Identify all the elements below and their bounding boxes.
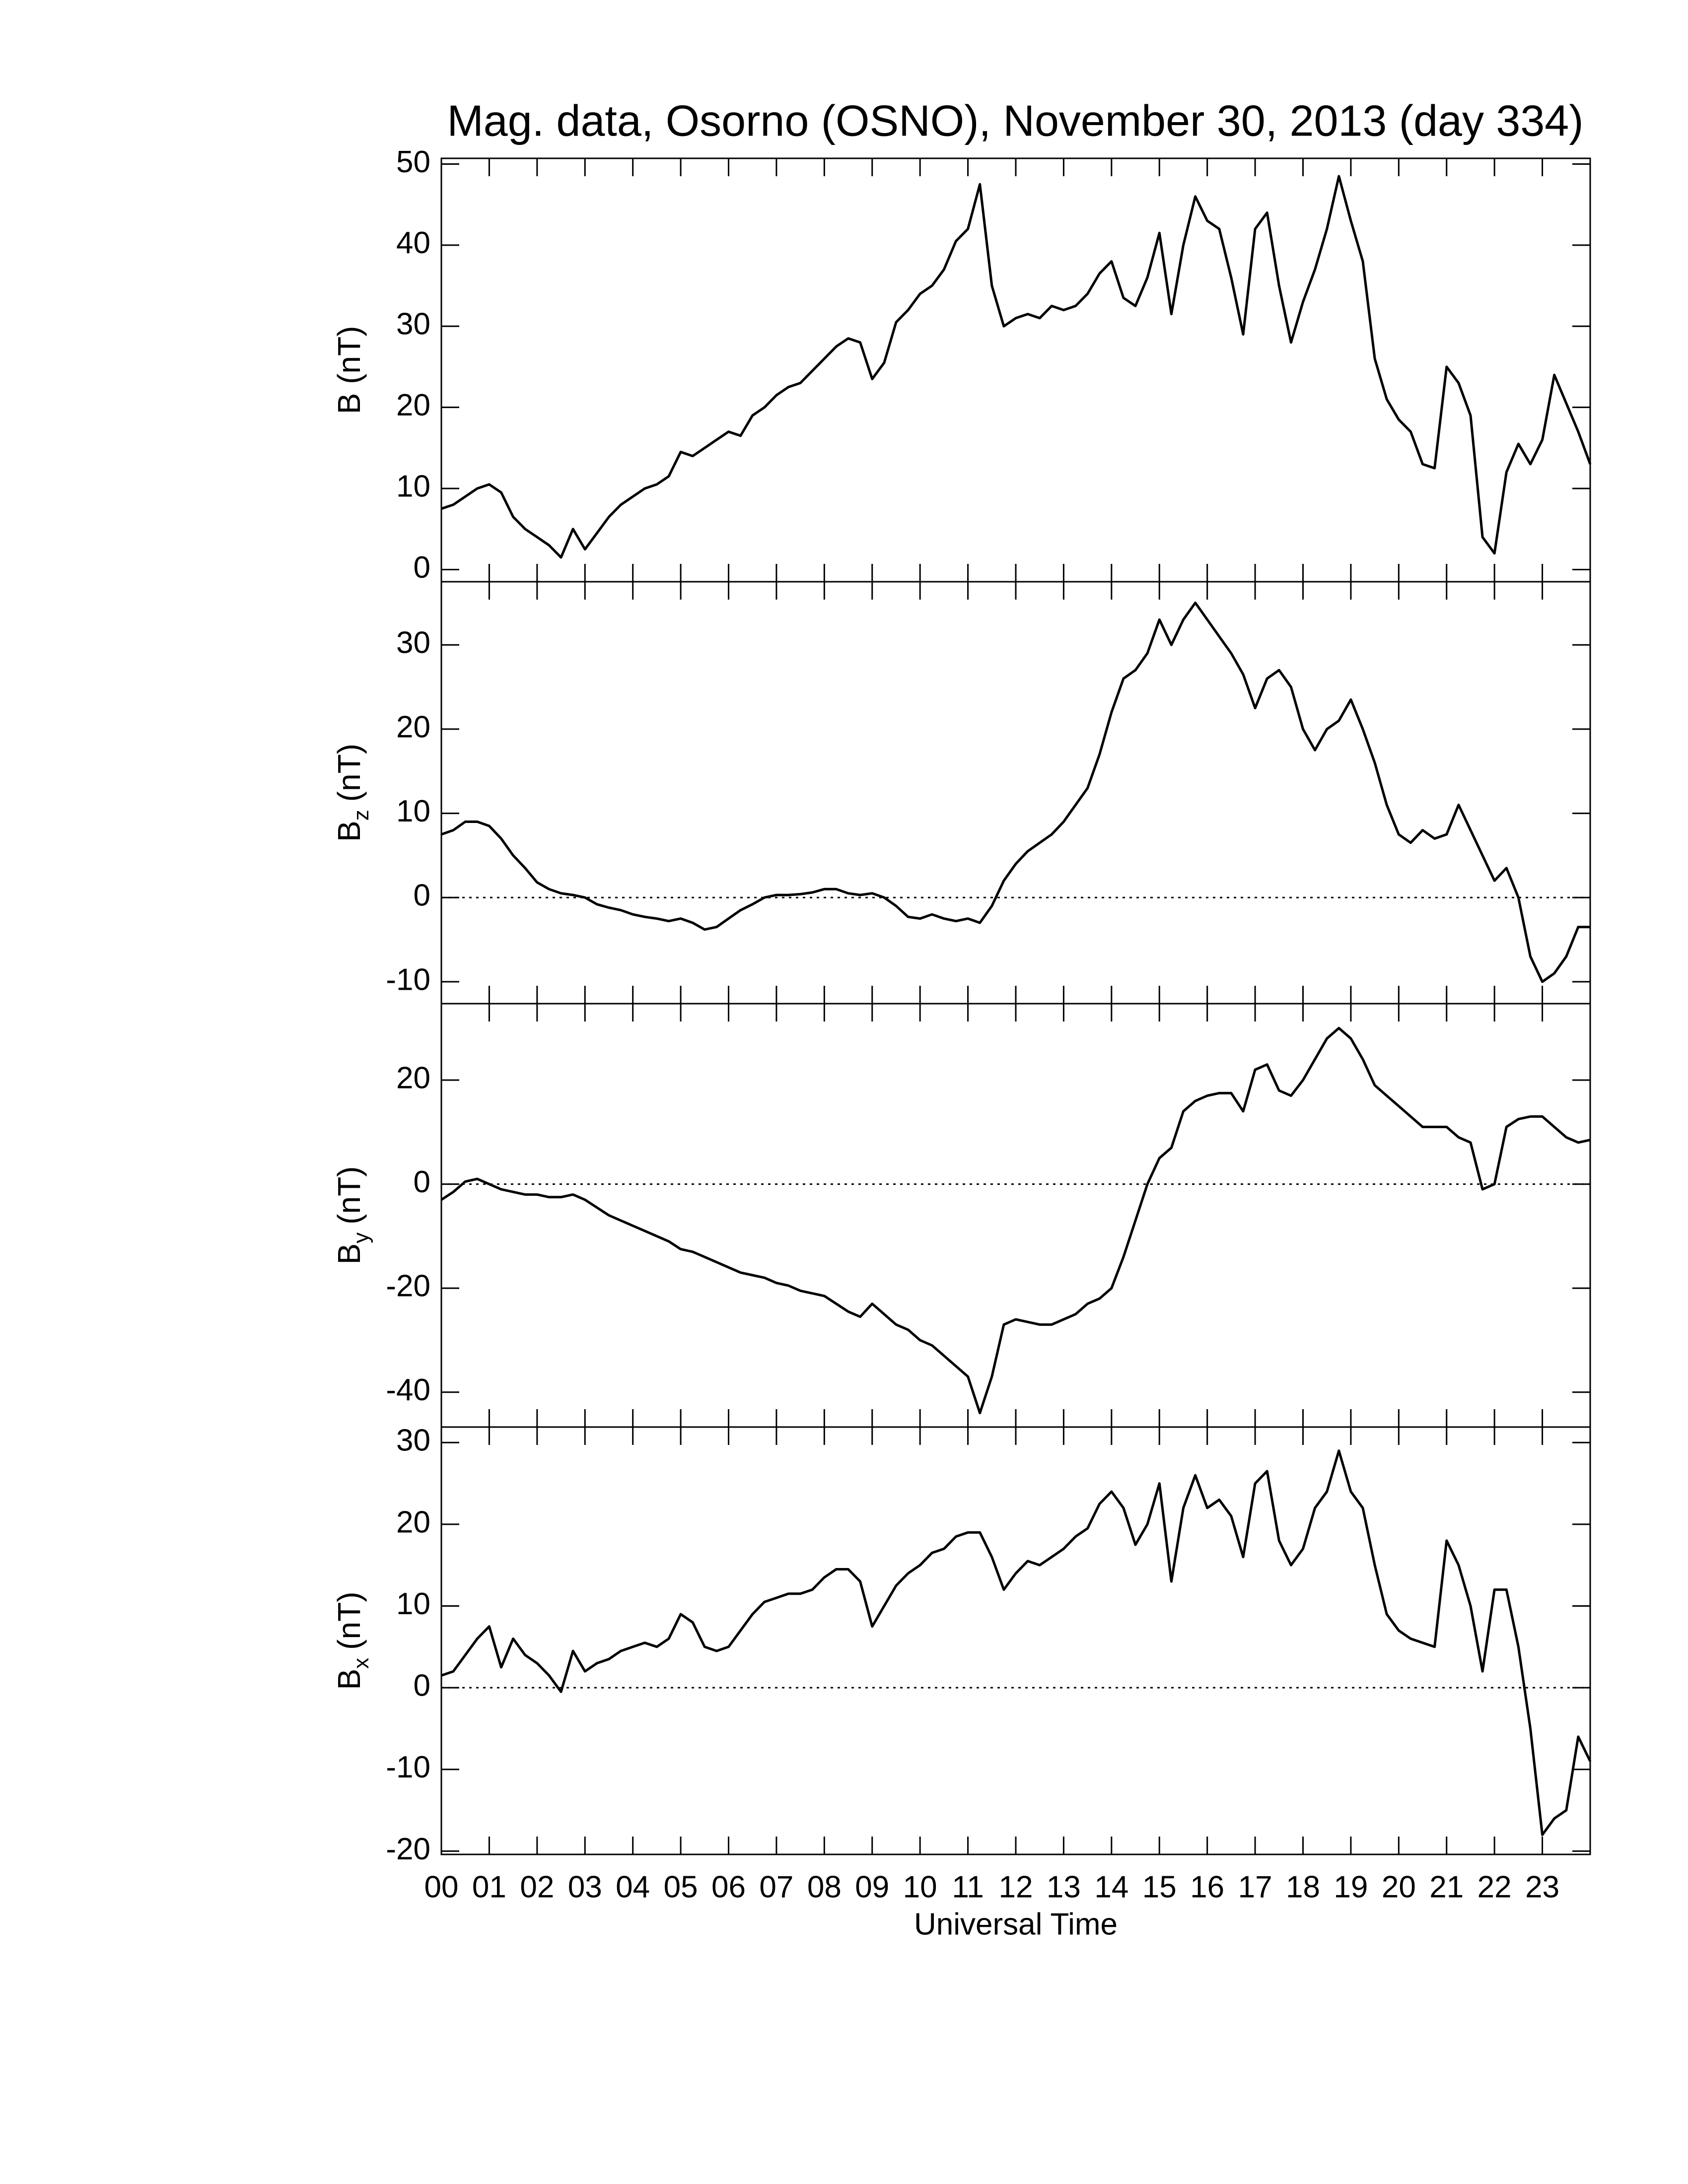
- y-tick-label: 10: [396, 1587, 430, 1621]
- x-tick-label: 22: [1477, 1870, 1512, 1904]
- y-tick-label: 0: [414, 1165, 430, 1199]
- x-tick-label: 02: [520, 1870, 554, 1904]
- y-axis-label: Bz (nT): [331, 744, 373, 842]
- y-tick-label: 0: [414, 879, 430, 913]
- y-label-subscript: z: [349, 810, 373, 820]
- y-label-base: B (nT): [331, 326, 367, 414]
- x-tick-label: 19: [1334, 1870, 1368, 1904]
- x-tick-label: 17: [1238, 1870, 1272, 1904]
- x-tick-label: 18: [1286, 1870, 1320, 1904]
- y-axis-label: Bx (nT): [331, 1592, 373, 1690]
- x-tick-label: 14: [1094, 1870, 1128, 1904]
- y-tick-label: 50: [396, 145, 430, 179]
- y-label-subscript: y: [349, 1232, 373, 1243]
- y-tick-label: -10: [386, 1750, 430, 1784]
- x-tick-label: 11: [952, 1870, 984, 1904]
- y-label-subscript: x: [349, 1658, 373, 1669]
- x-tick-label: 10: [903, 1870, 937, 1904]
- y-tick-label: 20: [396, 388, 430, 422]
- y-tick-label: 0: [414, 1669, 430, 1703]
- y-tick-label: 20: [396, 1505, 430, 1539]
- y-tick-label: 20: [396, 710, 430, 744]
- x-tick-label: 16: [1190, 1870, 1224, 1904]
- x-tick-label: 13: [1047, 1870, 1081, 1904]
- data-line: [441, 175, 1592, 559]
- y-tick-label: 10: [396, 794, 430, 828]
- y-tick-label: -40: [386, 1373, 430, 1407]
- y-axis-label: B (nT): [331, 326, 367, 414]
- y-tick-label: 0: [414, 550, 430, 585]
- y-tick-label: -20: [386, 1269, 430, 1303]
- x-tick-label: 07: [759, 1870, 793, 1904]
- x-tick-label: 08: [807, 1870, 842, 1904]
- y-tick-label: 40: [396, 226, 430, 260]
- y-tick-label: -10: [386, 962, 430, 997]
- x-axis-label: Universal Time: [914, 1907, 1118, 1941]
- plot-frame: [440, 1426, 1591, 1855]
- y-label-base: B: [331, 1243, 367, 1265]
- y-tick-label: 30: [396, 307, 430, 341]
- x-tick-label: 23: [1525, 1870, 1559, 1904]
- x-tick-label: 04: [616, 1870, 650, 1904]
- x-tick-label: 01: [472, 1870, 506, 1904]
- x-tick-label: 12: [999, 1870, 1033, 1904]
- y-label-base: B: [331, 1669, 367, 1690]
- y-axis-label: By (nT): [331, 1166, 373, 1265]
- y-label-base: B: [331, 820, 367, 842]
- y-label-unit: (nT): [331, 1592, 367, 1650]
- chart-title: Mag. data, Osorno (OSNO), November 30, 2…: [447, 96, 1583, 145]
- y-label-unit: (nT): [331, 1166, 367, 1225]
- y-tick-label: 30: [396, 1424, 430, 1458]
- y-tick-label: -20: [386, 1832, 430, 1866]
- data-line: [441, 1449, 1592, 1836]
- x-tick-label: 20: [1382, 1870, 1416, 1904]
- y-tick-label: 20: [396, 1061, 430, 1095]
- data-line: [441, 601, 1590, 983]
- x-tick-label: 00: [424, 1870, 459, 1904]
- x-tick-label: 09: [855, 1870, 889, 1904]
- x-tick-label: 03: [568, 1870, 602, 1904]
- x-tick-label: 05: [664, 1870, 698, 1904]
- data-line: [440, 1026, 1591, 1415]
- y-label-unit: (nT): [331, 744, 367, 802]
- x-tick-label: 21: [1429, 1870, 1464, 1904]
- x-tick-label: 06: [711, 1870, 746, 1904]
- y-tick-label: 30: [396, 626, 430, 660]
- x-tick-label: 15: [1142, 1870, 1177, 1904]
- y-tick-label: 10: [396, 469, 430, 503]
